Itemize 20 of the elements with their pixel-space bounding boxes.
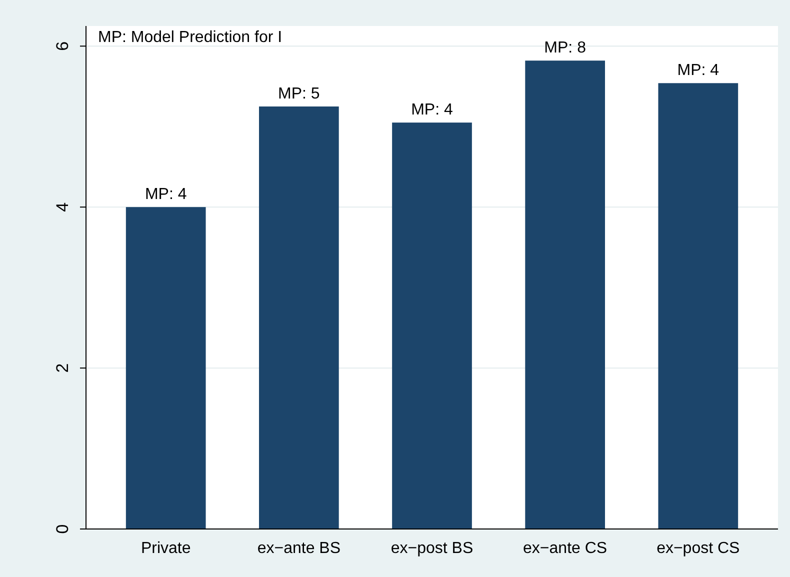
- y-tick-label: 6: [53, 41, 72, 51]
- bar: [658, 83, 738, 529]
- x-tick-label: ex−post CS: [656, 540, 740, 557]
- annotation: MP: 8: [544, 40, 586, 57]
- x-tick-label: ex−ante BS: [257, 540, 341, 557]
- y-tick-label: 4: [53, 202, 72, 212]
- x-tick-label: Private: [140, 540, 191, 557]
- x-tick-label: ex−ante CS: [523, 540, 608, 557]
- y-tick-label: 0: [53, 524, 72, 534]
- annotation: MP: 4: [411, 102, 453, 119]
- bar: [525, 60, 605, 529]
- bar: [259, 106, 339, 529]
- x-tick-label: ex−post BS: [390, 540, 474, 557]
- annotation: MP: 4: [144, 186, 187, 204]
- bar: [126, 207, 206, 529]
- annotation: MP: 5: [278, 85, 320, 102]
- annotation: MP: Model Prediction for I: [98, 29, 282, 46]
- annotation: MP: 4: [677, 62, 720, 80]
- y-tick-label: 2: [53, 363, 72, 373]
- bar: [392, 122, 472, 529]
